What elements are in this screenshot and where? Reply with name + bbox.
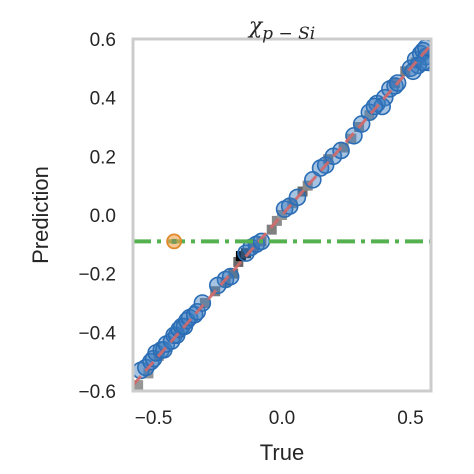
plot-frame — [131, 37, 433, 393]
chart-title: χp − Si — [247, 14, 315, 44]
density-cell — [266, 224, 277, 235]
density-cell — [364, 110, 375, 121]
plot-area — [133, 39, 431, 391]
density-cell — [323, 154, 334, 165]
y-axis-label: Prediction — [28, 166, 53, 264]
density-cell — [133, 380, 144, 391]
y-tick-label: 0.0 — [90, 206, 116, 227]
density-cell — [420, 48, 431, 59]
density-cell — [235, 251, 246, 262]
data-point — [332, 141, 350, 160]
x-tick-label: 0.0 — [269, 408, 295, 429]
y-tick-label: 0.2 — [90, 147, 116, 168]
chart-title-subscript: p − Si — [262, 24, 315, 44]
density-cell — [233, 256, 244, 267]
data-point — [193, 294, 212, 312]
x-tick-label: 0.5 — [397, 408, 423, 429]
y-tick-label: 0.6 — [90, 30, 116, 51]
tick-labels: −0.5 0.0 0.5 −0.6 −0.4 −0.2 0.0 0.2 0.4 0.6 — [78, 30, 423, 429]
y-tick-label: −0.2 — [78, 265, 116, 286]
density-cell — [248, 242, 259, 253]
data-point — [142, 352, 160, 371]
data-point — [365, 97, 384, 116]
data-point — [414, 53, 431, 72]
x-tick-label: −0.5 — [135, 408, 173, 429]
y-tick-label: −0.6 — [78, 382, 116, 403]
data-point — [208, 276, 227, 295]
highlight-point-center — [171, 238, 177, 244]
x-axis-label: True — [260, 440, 304, 465]
density-cell — [277, 210, 287, 220]
density-cell — [228, 268, 239, 279]
y-tick-label: 0.4 — [90, 89, 117, 110]
data-point — [221, 267, 240, 286]
density-cell — [338, 142, 349, 153]
y-tick-label: −0.4 — [78, 323, 116, 344]
density-cell — [346, 133, 357, 144]
density-cell — [199, 298, 210, 308]
